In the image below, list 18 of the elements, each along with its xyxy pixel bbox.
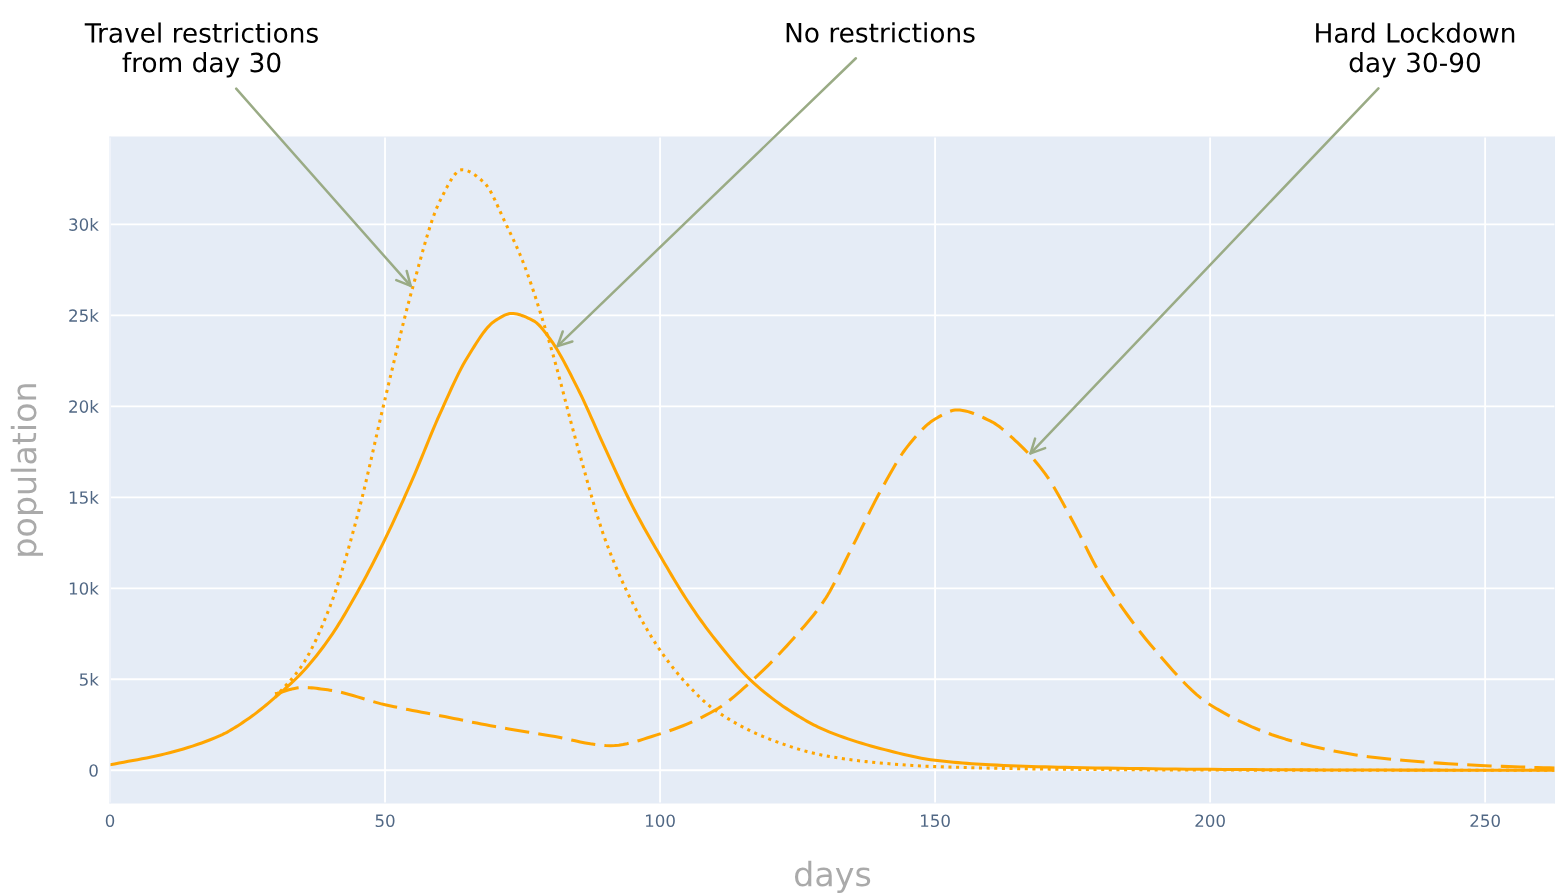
y-tick-label: 10k	[69, 581, 99, 595]
y-tick-label: 30k	[69, 218, 99, 231]
y-axis-title: population	[10, 384, 44, 556]
y-tick-label: 25k	[69, 309, 99, 322]
y-tick-label: 15k	[69, 490, 99, 504]
y-tick-label: 5k	[79, 672, 99, 686]
annotation: Travel restrictions from day 30	[84, 22, 318, 78]
x-tick-label: 0	[105, 814, 115, 828]
annotation: No restrictions	[786, 22, 975, 43]
x-axis-title: days	[795, 860, 871, 894]
x-tick-label: 100	[645, 814, 675, 828]
y-tick-label: 20k	[69, 399, 99, 413]
x-tick-label: 50	[375, 814, 395, 828]
annotation: Hard Lockdown day 30-90	[1316, 22, 1515, 78]
x-tick-label: 250	[1470, 814, 1500, 828]
x-tick-label: 200	[1195, 814, 1225, 828]
x-tick-label: 150	[921, 814, 950, 828]
y-tick-label: 0	[89, 764, 98, 777]
